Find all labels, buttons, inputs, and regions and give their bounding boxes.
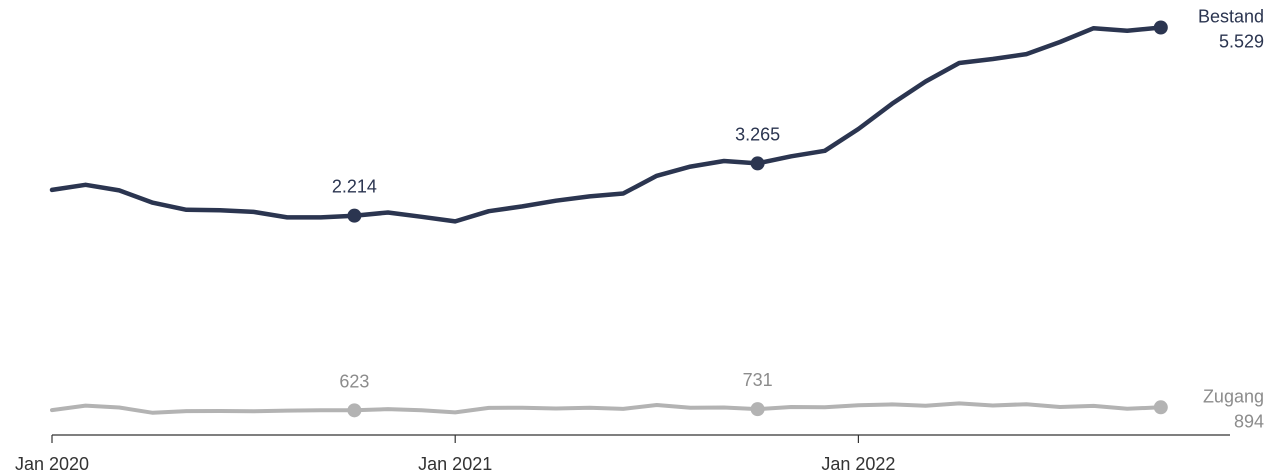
data-point-zugang	[750, 402, 765, 417]
series-line-zugang	[50, 401, 1163, 415]
data-label-bestand: 2.214	[332, 177, 377, 197]
data-point-bestand	[750, 156, 765, 171]
series-lines-layer	[49, 25, 1164, 415]
data-label-zugang: 623	[339, 371, 369, 391]
end-point-bestand	[1153, 20, 1168, 35]
series-name-bestand: Bestand	[1198, 6, 1264, 26]
x-tick-label: Jan 2020	[15, 454, 89, 473]
series-end-value-zugang: 894	[1234, 411, 1264, 431]
data-labels-layer: 2.214 3.265 Bestand 5.529 623 731 Zugang 894	[332, 6, 1264, 431]
data-point-bestand	[347, 208, 362, 223]
x-tick-label: Jan 2021	[418, 454, 492, 473]
series-name-zugang: Zugang	[1203, 386, 1264, 406]
data-label-zugang: 731	[743, 370, 773, 390]
data-label-bestand: 3.265	[735, 124, 780, 144]
x-axis: Jan 2020 Jan 2021 Jan 2022	[15, 434, 1230, 473]
data-point-zugang	[347, 403, 362, 418]
end-point-zugang	[1153, 400, 1168, 415]
data-points-layer	[347, 20, 1168, 418]
series-line-bestand	[49, 25, 1164, 224]
series-end-value-bestand: 5.529	[1219, 31, 1264, 51]
x-tick-label: Jan 2022	[821, 454, 895, 473]
